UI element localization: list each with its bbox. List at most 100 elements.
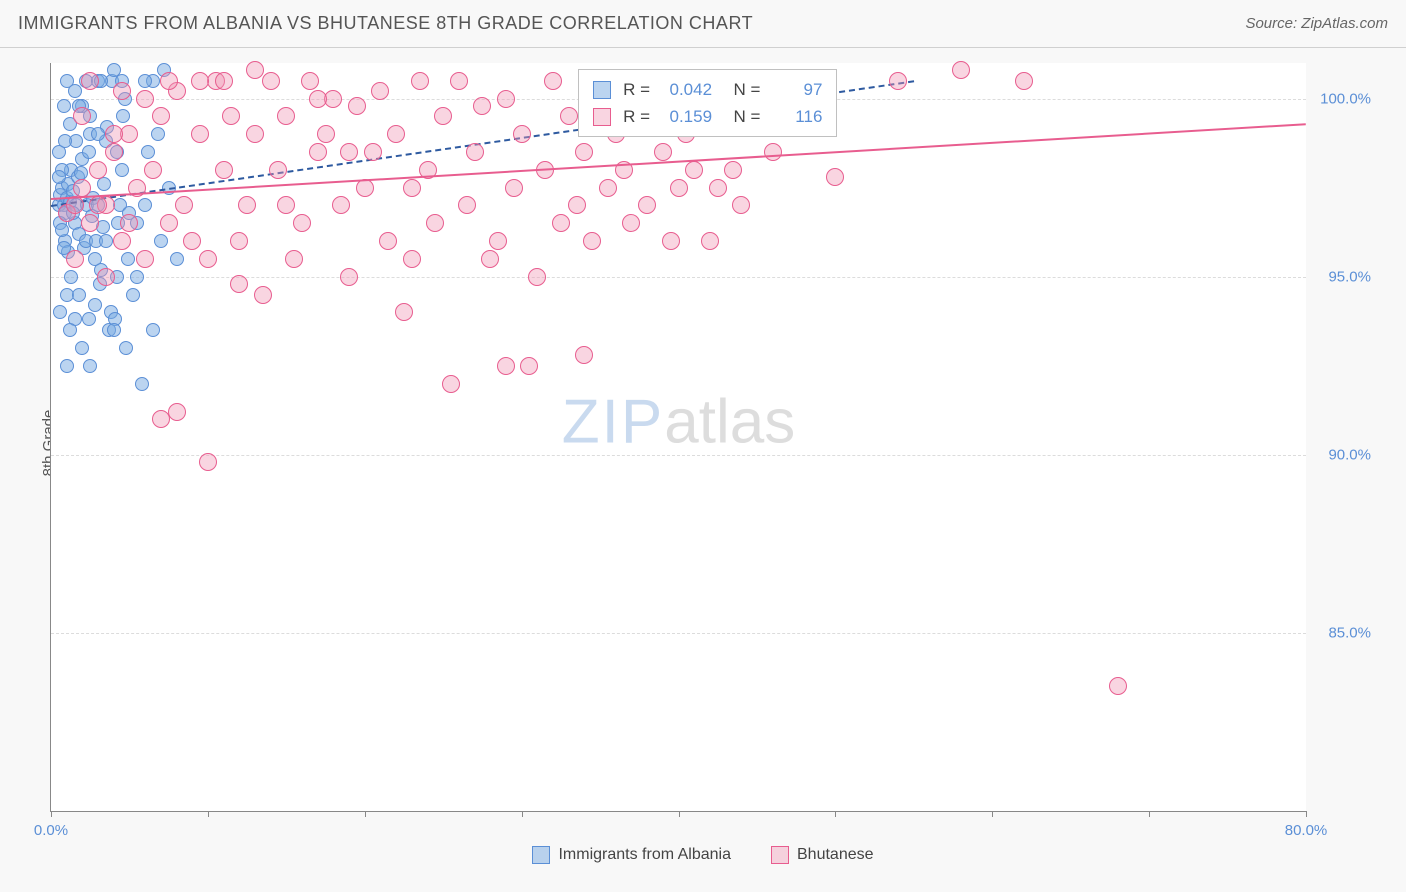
- scatter-point: [426, 214, 444, 232]
- scatter-point: [301, 72, 319, 90]
- gridline-h: [51, 633, 1306, 634]
- scatter-point: [262, 72, 280, 90]
- scatter-point: [89, 161, 107, 179]
- legend-swatch: [771, 846, 789, 864]
- scatter-point: [324, 90, 342, 108]
- scatter-point: [411, 72, 429, 90]
- scatter-point: [160, 214, 178, 232]
- x-tick-label: 0.0%: [34, 822, 68, 839]
- stat-n-label: N =: [724, 76, 760, 103]
- legend-swatch: [593, 81, 611, 99]
- stat-r-label: R =: [623, 103, 650, 130]
- scatter-point: [151, 127, 165, 141]
- x-tick: [1306, 811, 1307, 817]
- scatter-point: [60, 359, 74, 373]
- scatter-point: [64, 270, 78, 284]
- scatter-point: [215, 72, 233, 90]
- x-tick: [208, 811, 209, 817]
- scatter-point: [160, 72, 178, 90]
- scatter-point: [107, 323, 121, 337]
- chart-container: IMMIGRANTS FROM ALBANIA VS BHUTANESE 8TH…: [0, 0, 1406, 892]
- scatter-point: [97, 268, 115, 286]
- scatter-point: [83, 359, 97, 373]
- scatter-point: [434, 107, 452, 125]
- scatter-point: [138, 74, 152, 88]
- scatter-point: [55, 223, 69, 237]
- scatter-point: [332, 196, 350, 214]
- scatter-point: [575, 143, 593, 161]
- scatter-point: [497, 357, 515, 375]
- scatter-point: [144, 161, 162, 179]
- stat-r-value: 0.042: [662, 76, 712, 103]
- scatter-point: [113, 82, 131, 100]
- x-tick: [51, 811, 52, 817]
- y-tick-label: 85.0%: [1328, 624, 1371, 641]
- stat-n-label: N =: [724, 103, 760, 130]
- scatter-point: [403, 179, 421, 197]
- x-tick: [522, 811, 523, 817]
- scatter-point: [91, 127, 105, 141]
- scatter-point: [701, 232, 719, 250]
- scatter-point: [560, 107, 578, 125]
- legend-swatch: [532, 846, 550, 864]
- scatter-point: [497, 90, 515, 108]
- scatter-point: [66, 196, 84, 214]
- scatter-point: [395, 303, 413, 321]
- scatter-point: [52, 170, 66, 184]
- scatter-point: [222, 107, 240, 125]
- scatter-point: [583, 232, 601, 250]
- scatter-point: [473, 97, 491, 115]
- legend-label: Immigrants from Albania: [558, 846, 731, 864]
- y-tick-label: 90.0%: [1328, 446, 1371, 463]
- scatter-point: [119, 341, 133, 355]
- chart-header: IMMIGRANTS FROM ALBANIA VS BHUTANESE 8TH…: [0, 0, 1406, 48]
- scatter-point: [709, 179, 727, 197]
- stat-r-value: 0.159: [662, 103, 712, 130]
- scatter-point: [662, 232, 680, 250]
- scatter-point: [254, 286, 272, 304]
- scatter-point: [53, 305, 67, 319]
- scatter-point: [136, 90, 154, 108]
- scatter-point: [82, 145, 96, 159]
- scatter-point: [568, 196, 586, 214]
- x-tick: [1149, 811, 1150, 817]
- scatter-point: [75, 341, 89, 355]
- stats-row: R = 0.159 N = 116: [593, 103, 822, 130]
- scatter-point: [654, 143, 672, 161]
- watermark-zip: ZIP: [562, 388, 664, 457]
- scatter-point: [481, 250, 499, 268]
- scatter-point: [154, 234, 168, 248]
- scatter-point: [277, 107, 295, 125]
- scatter-point: [81, 72, 99, 90]
- scatter-point: [826, 168, 844, 186]
- scatter-point: [66, 250, 84, 268]
- scatter-point: [348, 97, 366, 115]
- scatter-point: [57, 99, 71, 113]
- scatter-point: [136, 250, 154, 268]
- scatter-point: [575, 346, 593, 364]
- gridline-h: [51, 455, 1306, 456]
- scatter-point: [599, 179, 617, 197]
- scatter-point: [387, 125, 405, 143]
- scatter-point: [238, 196, 256, 214]
- scatter-point: [120, 214, 138, 232]
- scatter-point: [116, 109, 130, 123]
- x-tick: [835, 811, 836, 817]
- scatter-point: [120, 125, 138, 143]
- stat-n-value: 116: [772, 103, 822, 130]
- x-tick-label: 80.0%: [1285, 822, 1328, 839]
- x-tick: [365, 811, 366, 817]
- legend-item: Immigrants from Albania: [532, 846, 731, 864]
- scatter-point: [63, 323, 77, 337]
- stats-box: R =0.042 N =97R = 0.159 N = 116: [578, 69, 837, 137]
- scatter-point: [379, 232, 397, 250]
- scatter-point: [97, 177, 111, 191]
- source-attribution: Source: ZipAtlas.com: [1245, 15, 1388, 32]
- scatter-point: [246, 61, 264, 79]
- scatter-point: [442, 375, 460, 393]
- scatter-point: [68, 84, 82, 98]
- scatter-plot: ZIPatlas 85.0%90.0%95.0%100.0%0.0%80.0%R…: [50, 63, 1306, 812]
- scatter-point: [135, 377, 149, 391]
- stats-row: R =0.042 N =97: [593, 76, 822, 103]
- scatter-point: [466, 143, 484, 161]
